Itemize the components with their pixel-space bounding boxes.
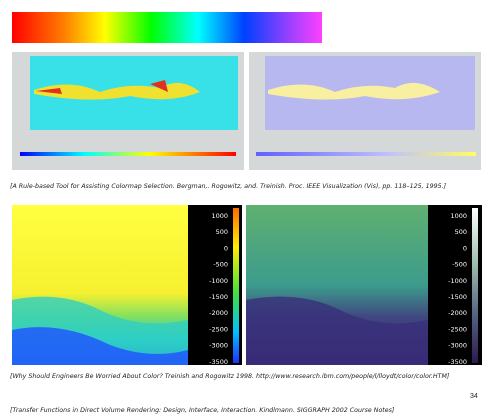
colorbar-label: -3000 — [448, 342, 467, 350]
citation: [A Rule-based Tool for Assisting Colorma… — [10, 182, 447, 190]
colorbar-label: -1500 — [448, 293, 467, 301]
slide: [A Rule-based Tool for Assisting Colorma… — [0, 0, 482, 419]
fluid-legend-left — [20, 152, 236, 156]
colorbar-label: -3500 — [448, 358, 467, 366]
colorbar-label: -500 — [213, 261, 228, 269]
colorbar-label: -1500 — [209, 293, 228, 301]
colormap-bar — [12, 12, 322, 43]
colorbar-label: -2000 — [209, 309, 228, 317]
colorbar-label: 500 — [216, 228, 228, 236]
page-number: 34 — [470, 393, 478, 400]
colorbar-label: 1000 — [450, 212, 467, 220]
colorbar-label: -1000 — [448, 277, 467, 285]
colorbar-label: -3000 — [209, 342, 228, 350]
fluid-legend-right — [256, 152, 476, 156]
colorbar-label: -3500 — [209, 358, 228, 366]
colorbar-label: -2000 — [448, 309, 467, 317]
citation: [Transfer Functions in Direct Volume Ren… — [10, 406, 395, 414]
colorbar-label: 0 — [224, 244, 228, 252]
colorbar-label: -1000 — [209, 277, 228, 285]
colorbar-label: 500 — [455, 228, 467, 236]
colorbar-label: 0 — [463, 244, 467, 252]
colorbar-label: -2500 — [209, 325, 228, 333]
colorbar — [233, 208, 239, 363]
page: {"citations": ["[A Rule-based Tool for A… — [0, 0, 482, 419]
colorbar — [472, 208, 478, 363]
colorbar-label: -2500 — [448, 325, 467, 333]
citation: [Why Should Engineers Be Worried About C… — [10, 372, 450, 380]
colorbar-label: -500 — [452, 261, 467, 269]
colorbar-label: 1000 — [211, 212, 228, 220]
